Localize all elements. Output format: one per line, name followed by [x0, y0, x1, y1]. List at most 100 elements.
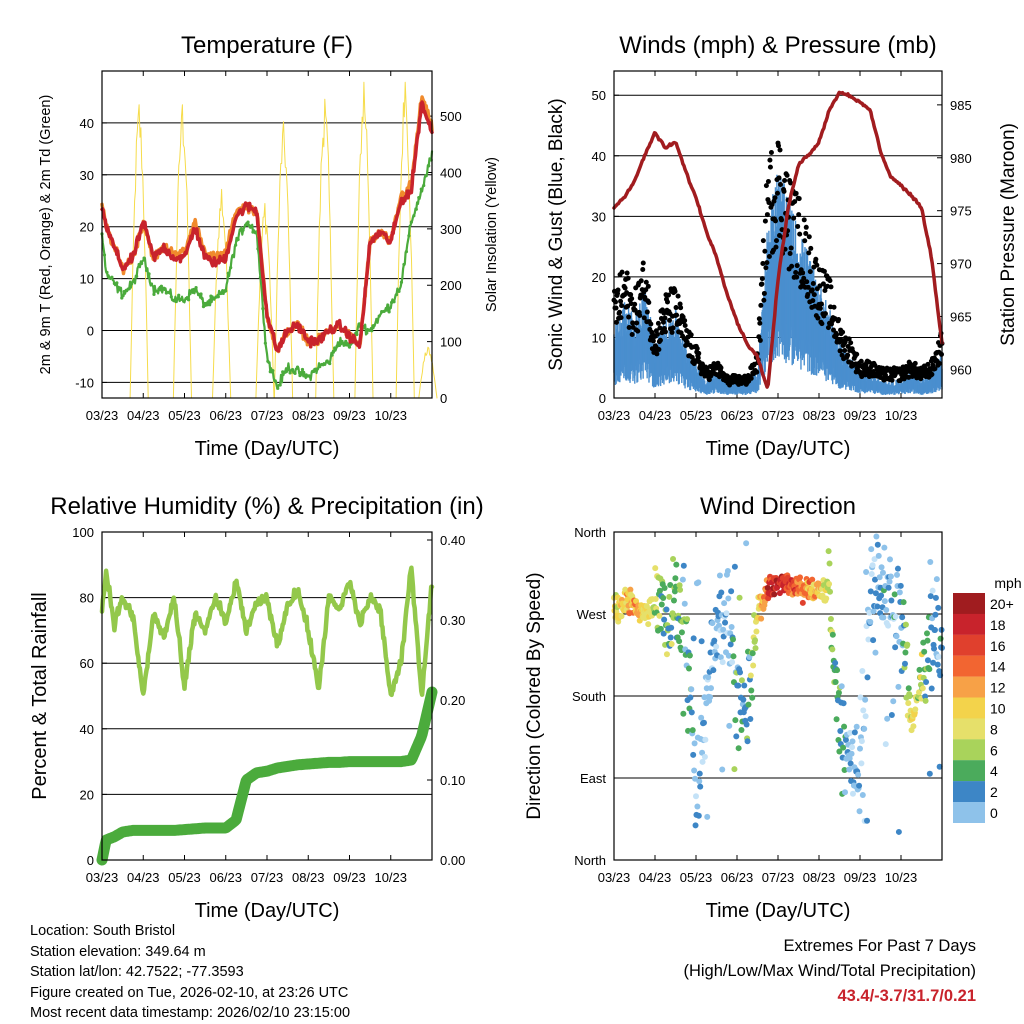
direction-point	[932, 611, 939, 618]
gust-point	[625, 303, 631, 309]
direction-point	[873, 533, 880, 540]
direction-point	[901, 660, 908, 667]
dewpoint-point	[271, 369, 275, 373]
gust-point	[773, 238, 779, 244]
legend-label: 16	[990, 638, 1006, 654]
dewpoint-point	[140, 261, 144, 266]
direction-point	[895, 828, 902, 835]
dewpoint-point	[191, 287, 196, 292]
gust-point	[643, 279, 649, 285]
direction-point	[749, 694, 756, 701]
direction-point	[738, 677, 745, 684]
gust-point	[764, 212, 770, 218]
direction-point	[841, 767, 848, 774]
direction-point	[681, 600, 688, 607]
dewpoint-point	[422, 183, 426, 188]
dewpoint-point	[338, 343, 342, 348]
direction-point	[692, 822, 699, 829]
direction-point	[862, 713, 869, 720]
gust-point	[781, 188, 787, 194]
direction-point	[863, 568, 870, 575]
direction-point	[680, 710, 687, 717]
y-tick-label: North	[574, 853, 606, 868]
x-tick-label: 04/23	[639, 408, 672, 423]
speed-legend: mph 20+ 18 16 14 12 10 8 6 4 2 0	[953, 575, 1022, 823]
gust-point	[628, 292, 634, 298]
gust-point	[762, 218, 768, 224]
dewpoint-point	[125, 289, 129, 293]
gust-point	[618, 298, 624, 304]
direction-point	[695, 812, 702, 819]
figure-created: Figure created on Tue, 2026-02-10, at 23…	[30, 984, 349, 1001]
gust-series	[611, 140, 945, 388]
dewpoint-point	[246, 220, 250, 224]
direction-point	[673, 561, 680, 568]
direction-point	[935, 604, 942, 611]
direction-point	[848, 750, 855, 757]
gust-point	[756, 316, 762, 322]
dewpoint-point	[226, 271, 230, 275]
x-tick-label: 05/23	[680, 870, 713, 885]
direction-point	[797, 574, 804, 581]
direction-point	[667, 582, 674, 589]
direction-point	[885, 622, 892, 629]
x-tick-label: 05/23	[168, 408, 201, 423]
direction-point	[667, 634, 674, 641]
dewpoint-point	[286, 367, 290, 372]
direction-point	[886, 578, 893, 585]
direction-point	[921, 648, 928, 655]
gust-point	[796, 212, 802, 218]
direction-point	[753, 628, 760, 635]
gust-point	[768, 150, 774, 156]
dewpoint-point	[196, 293, 201, 297]
gust-point	[758, 302, 764, 308]
gust-point	[925, 361, 931, 367]
direction-point	[867, 618, 874, 625]
direction-point	[715, 622, 722, 629]
solar-insolation-line	[315, 98, 335, 399]
legend-swatch	[953, 655, 985, 677]
gust-point	[622, 285, 628, 291]
legend-swatch	[953, 718, 985, 740]
gust-point	[788, 180, 794, 186]
gust-point	[644, 309, 650, 315]
legend-label: 0	[990, 805, 998, 821]
direction-point	[672, 575, 679, 582]
gust-point	[802, 238, 808, 244]
gust-point	[834, 332, 840, 338]
gust-point	[615, 287, 621, 293]
direction-point	[668, 624, 675, 631]
direction-point	[663, 606, 670, 613]
chart-title: Winds (mph) & Pressure (mb)	[619, 32, 936, 59]
panel-humidity-precipitation: Relative Humidity (%) & Precipitation (i…	[29, 493, 484, 922]
gust-point	[662, 315, 668, 321]
dewpoint-point	[333, 346, 337, 350]
y-axis-label: Direction (Colored By Speed)	[524, 572, 545, 819]
direction-point	[688, 686, 695, 693]
y-right-tick-label: 985	[950, 98, 972, 113]
gust-point	[784, 172, 790, 178]
direction-point	[676, 638, 683, 645]
direction-point	[747, 672, 754, 679]
gust-point	[757, 337, 763, 343]
direction-point	[686, 652, 693, 659]
gust-point	[889, 377, 895, 383]
direction-point	[858, 760, 865, 767]
direction-point	[707, 694, 714, 701]
gust-point	[759, 281, 765, 287]
dewpoint-point	[231, 253, 235, 257]
chart-title: Wind Direction	[700, 493, 856, 520]
gust-point	[629, 296, 635, 302]
plot-frame	[101, 70, 433, 399]
y-right-tick-label: 0	[440, 391, 447, 406]
direction-point	[725, 595, 732, 602]
dewpoint-point	[342, 343, 347, 347]
dewpoint-point	[424, 174, 428, 178]
dewpoint-point	[219, 291, 223, 296]
x-tick-label: 10/23	[885, 408, 918, 423]
direction-point	[937, 635, 944, 642]
gust-point	[805, 284, 811, 290]
direction-point	[656, 612, 663, 619]
panel-wind-direction: Wind Direction Time (Day/UTC) 03/23 04/23 05…	[524, 493, 1022, 922]
gust-point	[808, 245, 814, 251]
